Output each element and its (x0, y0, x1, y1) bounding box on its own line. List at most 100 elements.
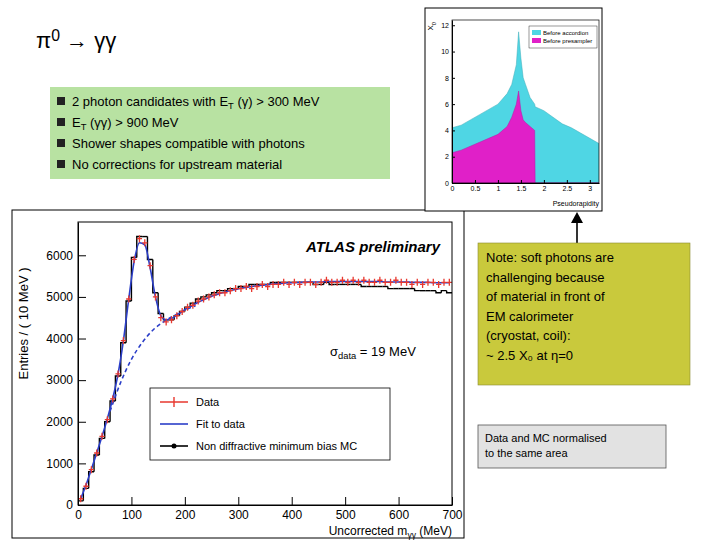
legend: Before accordionBefore presampler (529, 26, 597, 48)
axis: 0100020003000400050006000 (46, 223, 86, 513)
legend-label: Fit to data (196, 418, 246, 430)
tick-label: 100 (122, 508, 142, 522)
histogram-bin (425, 290, 430, 291)
data-point (260, 281, 265, 288)
tick: 3000 (46, 373, 86, 387)
tick-mark (452, 25, 455, 26)
tick-mark (78, 505, 86, 506)
tick-label: 200 (175, 508, 195, 522)
text-part: No corrections for upstream material (72, 157, 282, 172)
tick-label: 2.5 (562, 185, 572, 192)
histogram-bin (340, 284, 345, 285)
tick-mark (452, 157, 455, 158)
tick: 2.5 (562, 180, 572, 192)
legend-swatch (172, 444, 177, 449)
data-point (110, 395, 115, 402)
data-point (83, 483, 88, 490)
slide-title: π0 → γγ (36, 27, 116, 53)
data-point (244, 283, 249, 290)
histogram-bin (393, 288, 398, 289)
data-point (137, 235, 142, 242)
legend: DataFit to dataNon diffractive minimum b… (150, 388, 390, 460)
data-point (383, 279, 388, 286)
data-point (425, 279, 430, 286)
plot-area (78, 235, 452, 505)
data-point (340, 277, 345, 284)
text-part: → γγ (60, 28, 116, 53)
axis: 00.511.522.53 (451, 180, 600, 192)
tick: 2 (445, 153, 455, 160)
data-point (324, 277, 329, 284)
histogram-bin (383, 286, 388, 287)
text-part: (γ) > 300 MeV (234, 94, 320, 109)
text-part: (MeV) (416, 524, 452, 538)
text-part: EM calorimeter (486, 309, 574, 324)
material-area (452, 32, 599, 183)
data-point (436, 281, 441, 288)
axis: 024681012 (441, 21, 455, 187)
tick-label: 0 (451, 185, 455, 192)
tick-label: 1000 (46, 457, 73, 471)
text-part: Pseudorapidity (553, 200, 600, 208)
data-point (196, 298, 201, 305)
tick-label: 500 (336, 508, 356, 522)
tick-label: 10 (441, 48, 449, 55)
data-point (190, 302, 195, 309)
histogram-bin (361, 284, 366, 286)
plot-frame (452, 20, 599, 183)
data-point (377, 277, 382, 284)
axis-line (78, 223, 79, 506)
note-text: EM calorimeter (486, 309, 574, 324)
histogram-bin (441, 291, 446, 293)
legend-box (529, 26, 597, 48)
text-part: E (72, 115, 81, 130)
tick-label: 5000 (46, 290, 73, 304)
tick: 400 (282, 497, 302, 522)
data-point (158, 314, 163, 321)
legend-label: Data (196, 396, 220, 408)
chart-title: ATLAS preliminary (305, 238, 441, 255)
data-point (222, 289, 227, 296)
tick-mark (452, 130, 455, 131)
norm-text: Data and MC normalised (485, 432, 607, 444)
tick-mark (452, 78, 455, 79)
data-point (132, 256, 137, 263)
tick-mark (475, 180, 476, 183)
data-point (292, 279, 297, 286)
tick-mark (78, 422, 86, 423)
tick: 5000 (46, 290, 86, 304)
data-point (335, 279, 340, 286)
tick-label: 12 (441, 22, 449, 29)
tick: 4 (445, 127, 455, 134)
arrow (576, 222, 578, 243)
tick-label: 2 (445, 153, 449, 160)
text-part: 0 (51, 27, 60, 44)
histogram-bin (431, 290, 436, 291)
data-point (238, 285, 243, 292)
tick: 300 (229, 497, 249, 522)
text-part: Data and MC normalised (485, 432, 607, 444)
data-point (94, 449, 99, 456)
tick-mark (185, 497, 186, 505)
data-point (276, 281, 281, 288)
tick-mark (238, 497, 239, 505)
tick: 0.5 (471, 180, 481, 192)
data-point (351, 277, 356, 284)
text-part: of material in front of (486, 289, 605, 304)
text-part: (cryostat, coil): (486, 328, 571, 343)
tick-label: 0 (445, 180, 449, 187)
data-point (105, 416, 110, 423)
tick: 6 (445, 101, 455, 108)
data-point (319, 279, 324, 286)
data-point (388, 279, 393, 286)
data-point (270, 281, 275, 288)
y-axis-label: X0 (426, 22, 437, 31)
histogram-bin (142, 236, 147, 237)
data-point (254, 283, 259, 290)
histogram-bin (409, 288, 414, 289)
text-part: Uncorrected m (329, 524, 408, 538)
data-point (164, 318, 169, 325)
note-text: (cryostat, coil): (486, 328, 571, 343)
norm-text: to the same area (485, 447, 568, 459)
data-point (99, 433, 104, 440)
